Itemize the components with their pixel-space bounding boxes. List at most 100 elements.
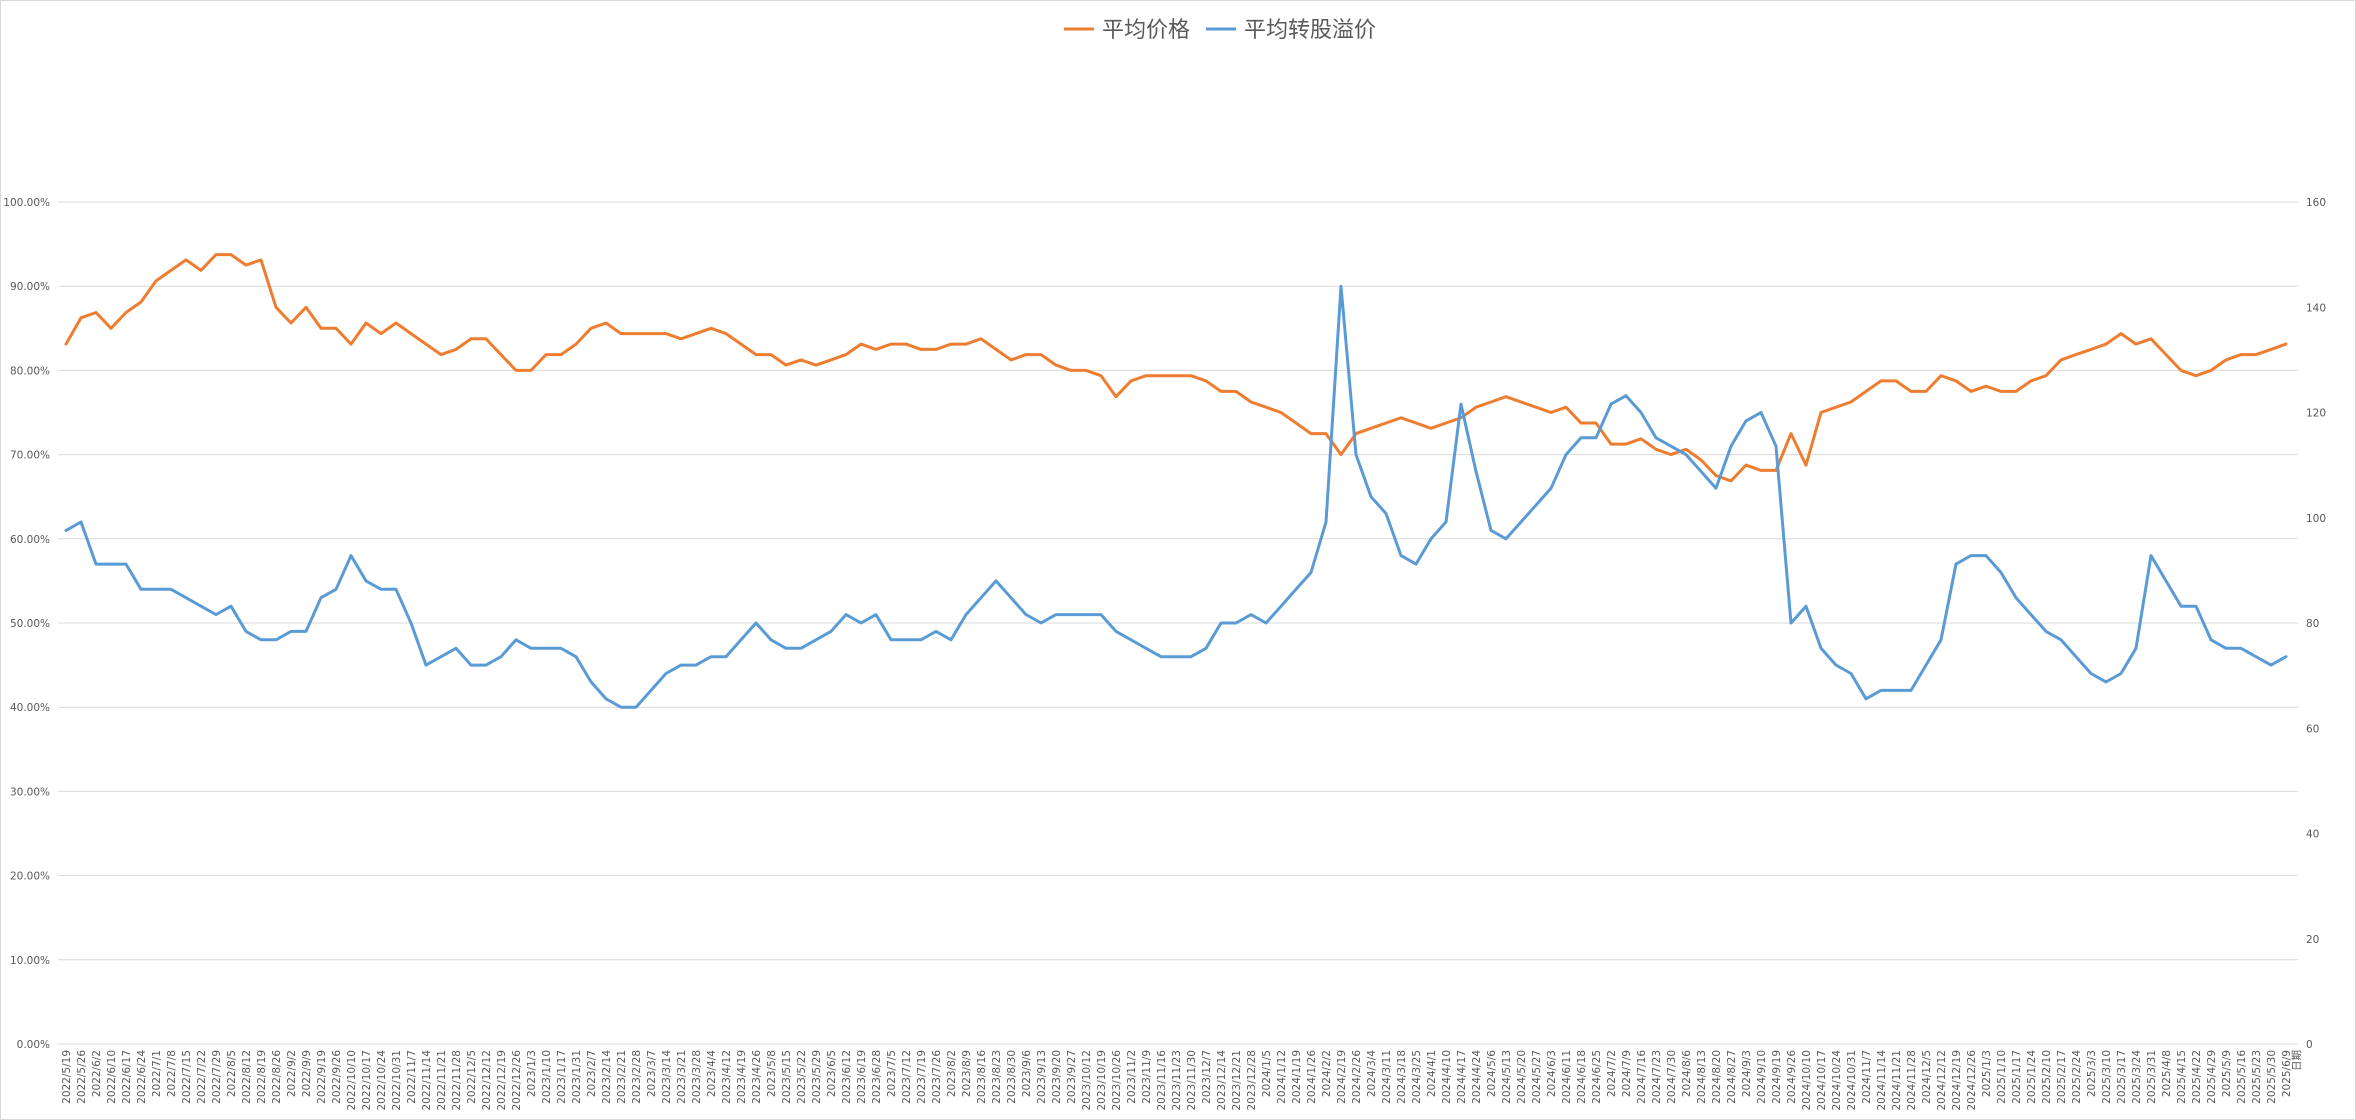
x-tick-label: 2023/2/28: [631, 1050, 643, 1104]
x-tick-label: 2022/5/19: [61, 1050, 73, 1104]
x-tick-label: 2022/9/2: [286, 1050, 298, 1097]
x-tick-label: 2024/4/10: [1441, 1050, 1453, 1104]
x-tick-label: 2024/9/26: [1786, 1050, 1798, 1104]
x-tick-label: 2024/5/6: [1486, 1050, 1498, 1097]
x-axis: 2022/5/19 2022/5/26 2022/6/2 2022/6/10 2022/…: [61, 1050, 2303, 1111]
x-tick-label: 2023/3/7: [646, 1050, 658, 1097]
x-tick-label: 2022/12/12: [481, 1050, 493, 1111]
x-tick-label: 2023/4/12: [721, 1050, 733, 1104]
x-tick-label: 2022/10/10: [346, 1050, 358, 1111]
x-tick-label: 2023/7/5: [886, 1050, 898, 1097]
x-tick-label: 2023/5/15: [781, 1050, 793, 1104]
x-tick-label: 2024/2/2: [1321, 1050, 1333, 1097]
x-tick-label: 2023/12/28: [1246, 1050, 1258, 1111]
x-tick-label: 2023/6/12: [841, 1050, 853, 1104]
x-tick-label: 2022/7/22: [196, 1050, 208, 1104]
x-tick-label: 2023/11/23: [1171, 1050, 1183, 1111]
x-tick-label: 2022/7/15: [181, 1050, 193, 1104]
x-tick-label: 2025/2/17: [2056, 1050, 2068, 1104]
x-tick-label: 2023/7/12: [901, 1050, 913, 1104]
x-tick-label: 2024/4/17: [1456, 1050, 1468, 1104]
x-tick-label: 2023/8/30: [1006, 1050, 1018, 1104]
x-tick-label: 2023/11/2: [1126, 1050, 1138, 1104]
x-tick-label: 2023/10/26: [1111, 1050, 1123, 1111]
x-tick-label: 2022/10/31: [391, 1050, 403, 1111]
x-tick-label: 2023/11/9: [1141, 1050, 1153, 1104]
x-tick-label: 2024/11/21: [1891, 1050, 1903, 1111]
x-tick-label: 2024/8/6: [1681, 1050, 1693, 1097]
x-tick-label: 2023/3/14: [661, 1050, 673, 1104]
x-tick-label: 2023/8/9: [961, 1050, 973, 1097]
x-tick-label: 2022/6/24: [136, 1050, 148, 1104]
x-tick-label: 2025/5/16: [2236, 1050, 2248, 1104]
x-tick-label: 2022/11/28: [451, 1050, 463, 1111]
x-tick-label: 2023/10/19: [1096, 1050, 1108, 1111]
x-tick-label: 2022/12/26: [511, 1050, 523, 1111]
right-y-tick-label: 0: [2306, 1039, 2313, 1051]
x-tick-label: 2024/10/10: [1801, 1050, 1813, 1111]
x-tick-label: 2022/8/5: [226, 1050, 238, 1097]
x-tick-label: 2022/7/29: [211, 1050, 223, 1104]
x-tick-label: 2025/1/3: [1981, 1050, 1993, 1097]
x-tick-label: 2022/6/10: [106, 1050, 118, 1104]
x-tick-label: 2024/3/4: [1366, 1050, 1378, 1097]
x-tick-label: 2024/2/19: [1336, 1050, 1348, 1104]
x-tick-label: 2025/5/23: [2251, 1050, 2263, 1104]
x-tick-label: 2024/9/3: [1741, 1050, 1753, 1097]
x-tick-label: 2024/3/25: [1411, 1050, 1423, 1104]
legend: 平均价格 平均转股溢价: [1064, 18, 1376, 43]
left-y-tick-label: 90.00%: [10, 281, 50, 293]
x-tick-label: 2023/7/19: [916, 1050, 928, 1104]
x-tick-label: 2024/5/27: [1531, 1050, 1543, 1104]
x-tick-label: 2023/2/7: [586, 1050, 598, 1097]
x-tick-label: 2022/11/21: [436, 1050, 448, 1111]
x-tick-label: 2024/2/26: [1351, 1050, 1363, 1104]
x-tick-label: 2022/12/19: [496, 1050, 508, 1111]
x-tick-label: 2023/12/21: [1231, 1050, 1243, 1111]
x-tick-label: 2023/6/5: [826, 1050, 838, 1097]
x-tick-label: 2024/11/28: [1906, 1050, 1918, 1111]
left-y-tick-label: 40.00%: [10, 702, 50, 714]
x-tick-label: 2024/1/26: [1306, 1050, 1318, 1104]
x-tick-label: 2024/9/10: [1756, 1050, 1768, 1104]
x-tick-label: 2022/9/26: [331, 1050, 343, 1104]
x-tick-label: 2023/8/16: [976, 1050, 988, 1104]
x-tick-label: 2024/7/30: [1666, 1050, 1678, 1104]
x-tick-label: 2025/5/9: [2221, 1050, 2233, 1097]
x-tick-label: 2022/10/24: [376, 1050, 388, 1111]
right-y-tick-label: 160: [2306, 197, 2326, 209]
x-tick-label: 2022/11/7: [406, 1050, 418, 1104]
avg-premium-series-line: [64, 284, 2288, 709]
x-tick-label: 2025/3/10: [2101, 1050, 2113, 1104]
x-tick-label: 2023/1/3: [526, 1050, 538, 1097]
x-tick-label: 2024/11/14: [1876, 1050, 1888, 1111]
x-tick-label: 2023/2/21: [616, 1050, 628, 1104]
x-tick-label: 2024/12/12: [1936, 1050, 1948, 1111]
x-tick-label: 2022/10/17: [361, 1050, 373, 1111]
x-tick-label: 2023/9/27: [1066, 1050, 1078, 1104]
x-tick-label: 2024/4/24: [1471, 1050, 1483, 1104]
left-y-tick-label: 70.00%: [10, 450, 50, 462]
right-y-tick-label: 40: [2306, 829, 2319, 841]
x-tick-label: 2023/6/28: [871, 1050, 883, 1104]
right-y-tick-label: 100: [2306, 513, 2326, 525]
x-tick-label: 2025/1/17: [2011, 1050, 2023, 1104]
avg-price-series-line: [64, 253, 2288, 483]
right-y-axis: 0 20 40 60 80 100 120 140 160: [2306, 197, 2326, 1051]
x-tick-label: 2024/6/11: [1561, 1050, 1573, 1104]
x-tick-label: 2022/5/26: [76, 1050, 88, 1104]
x-tick-label: 2025/3/3: [2086, 1050, 2098, 1097]
right-y-tick-label: 120: [2306, 408, 2326, 420]
x-tick-label: 2024/12/5: [1921, 1050, 1933, 1104]
x-tick-label: 2024/10/17: [1816, 1050, 1828, 1111]
x-tick-label: 2022/12/5: [466, 1050, 478, 1104]
x-tick-label: 2024/7/16: [1636, 1050, 1648, 1104]
x-tick-label: 2023/11/16: [1156, 1050, 1168, 1111]
x-tick-label: 2023/8/2: [946, 1050, 958, 1097]
x-tick-label: 2024/6/18: [1576, 1050, 1588, 1104]
x-tick-label: 2023/11/30: [1186, 1050, 1198, 1111]
x-tick-label: 2024/6/25: [1591, 1050, 1603, 1104]
x-tick-label: 2024/8/27: [1726, 1050, 1738, 1104]
